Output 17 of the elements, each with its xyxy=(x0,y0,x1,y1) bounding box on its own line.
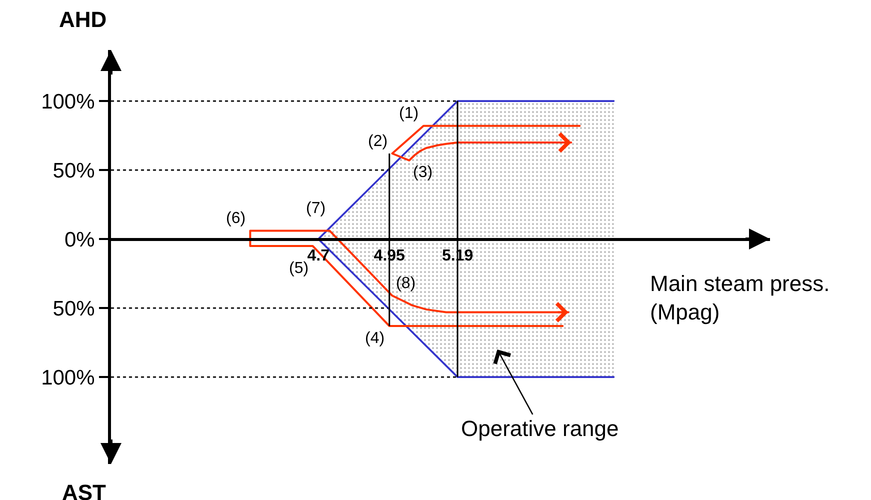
annotation: (1) xyxy=(399,105,419,122)
text: AST xyxy=(62,480,107,500)
x-axis-title: Main steam press. (Mpag) xyxy=(650,271,830,325)
annotation: (7) xyxy=(306,200,326,217)
annotation: (5) xyxy=(289,260,309,277)
annotation: (4) xyxy=(365,330,385,347)
annotation: (3) xyxy=(413,164,433,181)
annotation: (6) xyxy=(226,210,246,227)
y-tick-label: 100% xyxy=(41,366,95,390)
y-tick-label: 0% xyxy=(64,228,95,252)
y-tick-label: 50% xyxy=(52,297,95,320)
y-tick-label: 50% xyxy=(52,159,95,182)
y-tick-label: 100% xyxy=(41,90,95,114)
annotation: Operative range xyxy=(461,416,619,441)
annotation: (8) xyxy=(396,275,416,292)
annotation: (2) xyxy=(368,133,388,150)
y-axis-title: AHD xyxy=(59,7,107,32)
